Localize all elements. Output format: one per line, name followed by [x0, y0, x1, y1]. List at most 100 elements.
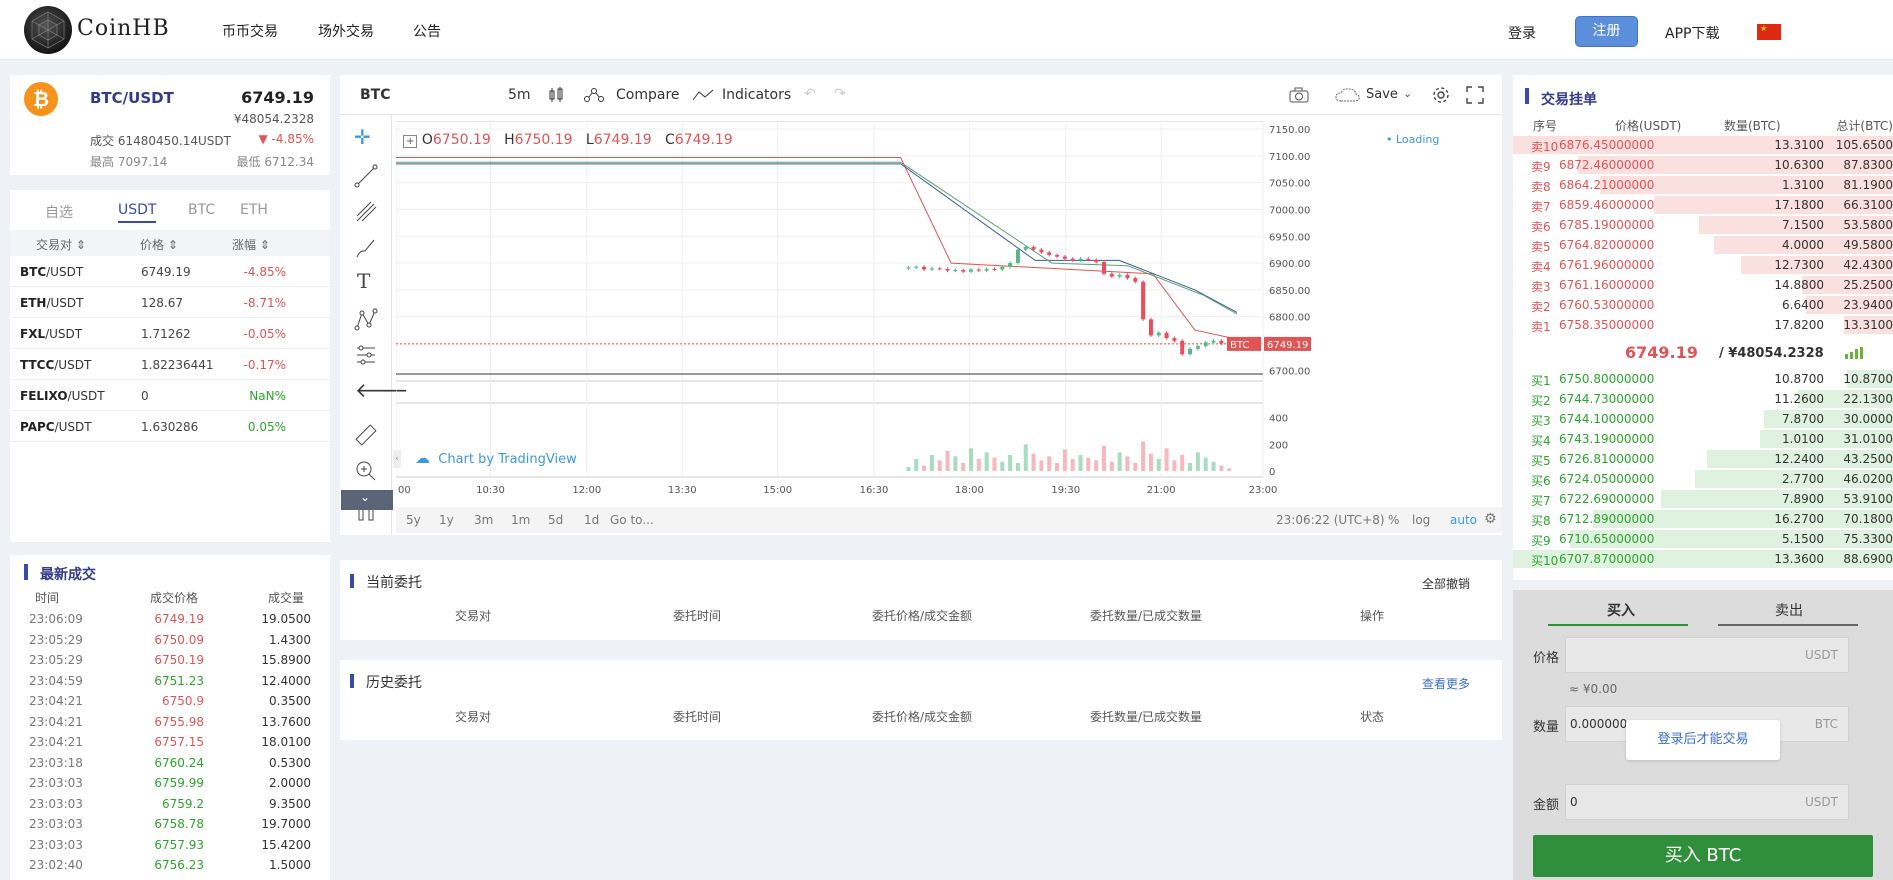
cloud-save-icon[interactable]	[1334, 86, 1362, 104]
scale-option-2[interactable]: auto	[1450, 513, 1478, 527]
prediction-icon[interactable]	[354, 343, 378, 367]
compare-button[interactable]: Compare	[616, 87, 680, 103]
bid-row[interactable]: 买6 6724.05000000 2.7700 46.0200	[1513, 469, 1893, 489]
bid-row[interactable]: 买2 6744.73000000 11.2600 22.1300	[1513, 389, 1893, 409]
undo-icon[interactable]: ↶	[804, 86, 816, 102]
ask-total: 13.3100	[1843, 318, 1893, 332]
bid-row[interactable]: 买5 6726.81000000 12.2400 43.2500	[1513, 449, 1893, 469]
coinhb-logo-icon[interactable]	[24, 6, 72, 54]
ask-row[interactable]: 卖2 6760.53000000 6.6400 23.9400	[1513, 295, 1893, 315]
price-pane	[396, 121, 1264, 382]
tab-favorites[interactable]: 自选	[45, 205, 73, 221]
ask-row[interactable]: 卖9 6872.46000000 10.6300 87.8300	[1513, 155, 1893, 175]
market-row[interactable]: BTC/USDT 6749.19 -4.85%	[10, 256, 330, 287]
text-tool-icon[interactable]: T	[357, 269, 371, 293]
col-change[interactable]: 涨幅 ⇕	[232, 238, 270, 252]
nav-otc-trading[interactable]: 场外交易	[318, 24, 374, 40]
price-input[interactable]: USDT	[1565, 637, 1849, 673]
market-row[interactable]: ETH/USDT 128.67 -8.71%	[10, 287, 330, 318]
ask-row[interactable]: 卖6 6785.19000000 7.1500 53.5800	[1513, 215, 1893, 235]
register-button[interactable]: 注册	[1575, 16, 1638, 47]
ruler-icon[interactable]	[354, 423, 378, 447]
app-download-link[interactable]: APP下载	[1665, 26, 1720, 42]
tab-btc[interactable]: BTC	[188, 202, 216, 218]
pattern-icon[interactable]	[354, 308, 378, 332]
tab-buy[interactable]: 买入	[1607, 603, 1635, 619]
range-4[interactable]: 5d	[548, 513, 564, 527]
interval-selector[interactable]: 5m	[508, 87, 531, 103]
fullscreen-icon[interactable]	[1466, 86, 1484, 104]
pitchfork-icon[interactable]	[354, 200, 378, 224]
collapse-toolbar-button[interactable]: ⌄	[341, 490, 393, 510]
range-1[interactable]: 1y	[439, 513, 454, 527]
nav-announcements[interactable]: 公告	[413, 24, 441, 40]
market-row[interactable]: FXL/USDT 1.71262 -0.05%	[10, 318, 330, 349]
bid-row[interactable]: 买9 6710.65000000 5.1500 75.3300	[1513, 529, 1893, 549]
market-row[interactable]: FELIXO/USDT 0 NaN%	[10, 380, 330, 411]
tab-eth[interactable]: ETH	[240, 202, 268, 218]
ask-row[interactable]: 卖3 6761.16000000 14.8800 25.2500	[1513, 275, 1893, 295]
bid-row[interactable]: 买4 6743.19000000 1.0100 31.0100	[1513, 429, 1893, 449]
ask-row[interactable]: 卖5 6764.82000000 4.0000 49.5800	[1513, 235, 1893, 255]
tab-sell[interactable]: 卖出	[1775, 603, 1803, 619]
scroll-left-icon[interactable]: ‹	[393, 450, 401, 468]
nav-spot-trading[interactable]: 币币交易	[222, 24, 278, 40]
candles-type-icon[interactable]	[547, 86, 565, 104]
amount-input[interactable]: 0 USDT	[1565, 784, 1849, 820]
range-5[interactable]: 1d	[584, 513, 600, 527]
ask-row[interactable]: 卖8 6864.21000000 1.3100 81.1900	[1513, 175, 1893, 195]
indicators-button[interactable]: Indicators	[722, 87, 792, 103]
ohlc-high: 6750.19	[514, 132, 573, 148]
market-row[interactable]: TTCC/USDT 1.82236441 -0.17%	[10, 349, 330, 380]
bid-row[interactable]: 买8 6712.89000000 16.2700 70.1800	[1513, 509, 1893, 529]
ask-price: 6760.53000000	[1559, 298, 1655, 312]
candle-body	[1039, 249, 1044, 253]
scale-option-1[interactable]: log	[1412, 513, 1431, 527]
save-button[interactable]: Save	[1366, 87, 1398, 102]
compare-icon[interactable]	[583, 86, 605, 104]
pair-quote: /USDT	[54, 358, 92, 372]
chart-settings-gear-icon[interactable]: ⚙	[1484, 511, 1497, 527]
tab-usdt[interactable]: USDT	[118, 202, 157, 223]
bid-row[interactable]: 买10 6707.87000000 13.3600 88.6900	[1513, 549, 1893, 569]
ask-row[interactable]: 卖7 6859.46000000 17.1800 66.3100	[1513, 195, 1893, 215]
china-flag-icon[interactable]: ★	[1757, 24, 1781, 40]
login-required-tip[interactable]: 登录后才能交易	[1626, 720, 1780, 760]
col-price[interactable]: 价格 ⇕	[140, 238, 178, 252]
price-chart-canvas[interactable]: 00 10:30 12:00 13:30 15:00 16:30 18:00 19:30 21:…	[396, 121, 1502, 503]
buy-btc-button[interactable]: 买入 BTC	[1533, 835, 1873, 877]
range-6[interactable]: Go to...	[610, 513, 654, 527]
zoom-in-icon[interactable]	[354, 459, 378, 483]
col-pair[interactable]: 交易对 ⇕	[36, 238, 86, 252]
settings-gear-icon[interactable]	[1431, 85, 1451, 105]
bid-row[interactable]: 买7 6722.69000000 7.8900 53.9100	[1513, 489, 1893, 509]
login-link[interactable]: 登录	[1508, 26, 1536, 42]
tradingview-attribution[interactable]: ☁ Chart by TradingView	[415, 449, 577, 467]
camera-icon[interactable]	[1288, 86, 1310, 104]
bid-row[interactable]: 买1 6750.80000000 10.8700 10.8700	[1513, 369, 1893, 389]
bid-qty: 2.7700	[1782, 472, 1824, 486]
cancel-all-button[interactable]: 全部撤销	[1421, 577, 1470, 591]
symbol-search[interactable]: BTC	[360, 87, 391, 103]
indicators-icon[interactable]	[692, 87, 714, 103]
range-3[interactable]: 1m	[511, 513, 531, 527]
view-more-link[interactable]: 查看更多	[1421, 677, 1470, 691]
bid-row[interactable]: 买3 6744.10000000 7.8700 30.0000	[1513, 409, 1893, 429]
pair-quote: /USDT	[67, 389, 105, 403]
ask-row[interactable]: 卖1 6758.35000000 17.8200 13.3100	[1513, 315, 1893, 335]
save-dropdown-icon[interactable]: ⌄	[1403, 87, 1413, 100]
back-arrow-icon[interactable]: 🡐	[355, 378, 409, 402]
brush-icon[interactable]	[354, 236, 378, 260]
redo-icon[interactable]: ↷	[834, 86, 846, 102]
range-0[interactable]: 5y	[406, 513, 421, 527]
ask-row[interactable]: 卖4 6761.96000000 12.7300 42.4300	[1513, 255, 1893, 275]
crosshair-icon[interactable]: ✛	[354, 125, 371, 149]
moving-average-line-1	[396, 163, 1238, 313]
legend-toggle-icon[interactable]: +	[403, 135, 418, 148]
scale-option-0[interactable]: %	[1388, 513, 1400, 527]
trend-line-icon[interactable]	[354, 164, 378, 188]
range-2[interactable]: 3m	[474, 513, 494, 527]
brand-name[interactable]: CoinHB	[77, 16, 170, 41]
market-row[interactable]: PAPC/USDT 1.630286 0.05%	[10, 411, 330, 442]
ask-row[interactable]: 卖10 6876.45000000 13.3100 105.6500	[1513, 135, 1893, 155]
